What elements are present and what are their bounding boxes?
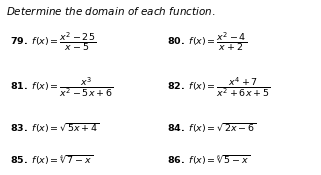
Text: $\it{Determine\ the\ domain\ of\ each\ function.}$: $\it{Determine\ the\ domain\ of\ each\ f… bbox=[6, 5, 216, 17]
Text: $\mathbf{84.}\ f(x) = \sqrt{2x - 6}$: $\mathbf{84.}\ f(x) = \sqrt{2x - 6}$ bbox=[167, 121, 256, 135]
Text: $\mathbf{86.}\ f(x) = \sqrt[6]{5 - x}$: $\mathbf{86.}\ f(x) = \sqrt[6]{5 - x}$ bbox=[167, 154, 250, 168]
Text: $\mathbf{82.}\ f(x) = \dfrac{x^4 + 7}{x^2 + 6x + 5}$: $\mathbf{82.}\ f(x) = \dfrac{x^4 + 7}{x^… bbox=[167, 76, 270, 99]
Text: $\mathbf{81.}\ f(x) = \dfrac{x^3}{x^2 - 5x + 6}$: $\mathbf{81.}\ f(x) = \dfrac{x^3}{x^2 - … bbox=[10, 76, 113, 99]
Text: $\mathbf{79.}\ f(x) = \dfrac{x^2 - 25}{x - 5}$: $\mathbf{79.}\ f(x) = \dfrac{x^2 - 25}{x… bbox=[10, 31, 96, 53]
Text: $\mathbf{80.}\ f(x) = \dfrac{x^2 - 4}{x + 2}$: $\mathbf{80.}\ f(x) = \dfrac{x^2 - 4}{x … bbox=[167, 31, 247, 53]
Text: $\mathbf{85.}\ f(x) = \sqrt[4]{7 - x}$: $\mathbf{85.}\ f(x) = \sqrt[4]{7 - x}$ bbox=[10, 154, 93, 168]
Text: $\mathbf{83.}\ f(x) = \sqrt{5x + 4}$: $\mathbf{83.}\ f(x) = \sqrt{5x + 4}$ bbox=[10, 121, 99, 135]
